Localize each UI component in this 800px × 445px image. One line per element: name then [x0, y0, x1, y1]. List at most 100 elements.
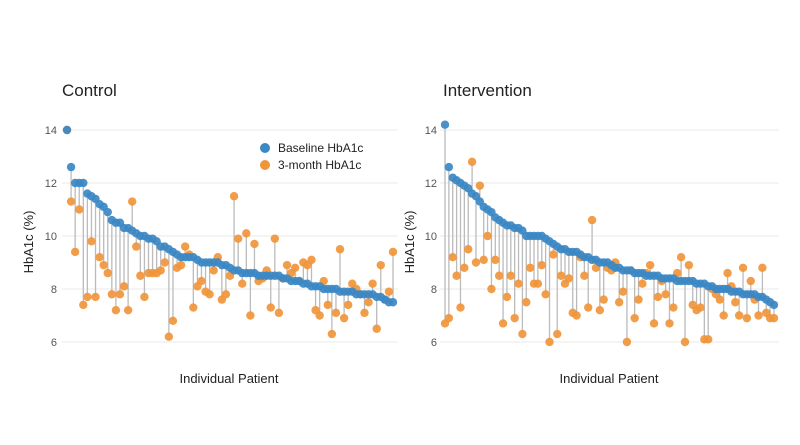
control-followup-point [140, 293, 148, 301]
intervention-followup-point [522, 298, 530, 306]
control-y-ticks: 6 8 10 12 14 [45, 125, 57, 349]
intervention-y-axis-label: HbA1c (%) [402, 211, 417, 274]
intervention-followup-point [507, 272, 515, 280]
intervention-followup-point [464, 245, 472, 253]
intervention-followup-point [681, 338, 689, 346]
control-y-tick-label: 6 [51, 337, 57, 349]
intervention-followup-point [677, 253, 685, 261]
control-followup-point [189, 303, 197, 311]
control-followup-point [344, 301, 352, 309]
intervention-followup-point [580, 272, 588, 280]
intervention-followup-point [510, 314, 518, 322]
control-followup-point [385, 287, 393, 295]
intervention-followup-point [476, 181, 484, 189]
intervention-followup-point [735, 311, 743, 319]
intervention-stems [445, 125, 774, 342]
intervention-baseline-point [441, 121, 449, 129]
intervention-followup-point [468, 158, 476, 166]
intervention-followup-point [770, 314, 778, 322]
control-followup-point [205, 290, 213, 298]
intervention-followup-point [588, 216, 596, 224]
legend-baseline-swatch [260, 143, 270, 153]
intervention-y-tick-label: 10 [425, 231, 437, 243]
intervention-followup-point [619, 287, 627, 295]
intervention-baseline-point [770, 301, 778, 309]
intervention-followup-point [650, 319, 658, 327]
intervention-panel-title: Intervention [443, 81, 532, 100]
intervention-followup-point [526, 264, 534, 272]
intervention-baseline-point [445, 163, 453, 171]
intervention-followup-point [661, 290, 669, 298]
control-baseline-point [79, 179, 87, 187]
intervention-followup-point [696, 303, 704, 311]
control-followup-point [368, 280, 376, 288]
control-y-tick-label: 12 [45, 178, 57, 190]
intervention-followup-point [758, 264, 766, 272]
intervention-followup-point [480, 256, 488, 264]
control-followup-point [67, 197, 75, 205]
intervention-followup-point [483, 232, 491, 240]
intervention-followup-point [472, 258, 480, 266]
intervention-y-tick-label: 8 [431, 284, 437, 296]
control-followup-point [71, 248, 79, 256]
intervention-followup-point [549, 250, 557, 258]
control-followup-point [315, 311, 323, 319]
control-followup-point [389, 248, 397, 256]
intervention-followup-point [541, 290, 549, 298]
legend-followup-swatch [260, 160, 270, 170]
control-followup-point [128, 197, 136, 205]
intervention-followup-point [630, 314, 638, 322]
control-followup-point [246, 311, 254, 319]
control-followup-point [197, 277, 205, 285]
intervention-followup-point [638, 280, 646, 288]
control-baseline-point [63, 126, 71, 134]
intervention-followup-point [503, 293, 511, 301]
intervention-followup-point [665, 319, 673, 327]
intervention-followup-point [487, 285, 495, 293]
control-baseline-point [104, 208, 112, 216]
control-followup-point [336, 245, 344, 253]
intervention-followup-point [623, 338, 631, 346]
control-followup-point [79, 301, 87, 309]
intervention-followup-point [534, 280, 542, 288]
control-followup-point [340, 314, 348, 322]
control-followup-point [116, 290, 124, 298]
control-followup-point [332, 309, 340, 317]
intervention-followup-point [491, 256, 499, 264]
intervention-followup-point [716, 295, 724, 303]
intervention-followup-point [557, 272, 565, 280]
intervention-y-tick-label: 6 [431, 337, 437, 349]
intervention-followup-point [731, 298, 739, 306]
control-followup-point [124, 306, 132, 314]
control-followup-point [234, 234, 242, 242]
control-baseline-point [389, 298, 397, 306]
intervention-x-axis-label: Individual Patient [559, 371, 658, 386]
intervention-panel: Intervention 6 8 10 12 14 HbA1c (%) Individu… [402, 81, 779, 386]
intervention-followup-point [518, 330, 526, 338]
intervention-followup-point [704, 335, 712, 343]
intervention-followup-point [685, 261, 693, 269]
intervention-y-tick-label: 14 [425, 125, 437, 137]
control-followup-point [83, 293, 91, 301]
intervention-y-tick-label: 12 [425, 178, 437, 190]
intervention-followup-point [538, 261, 546, 269]
control-followup-point [181, 242, 189, 250]
control-followup-point [267, 303, 275, 311]
control-followup-point [169, 317, 177, 325]
control-y-tick-label: 14 [45, 125, 57, 137]
legend-baseline-label: Baseline HbA1c [278, 141, 363, 155]
control-followup-point [87, 237, 95, 245]
control-followup-point [291, 264, 299, 272]
intervention-followup-point [553, 330, 561, 338]
control-followup-point [91, 293, 99, 301]
control-followup-point [307, 256, 315, 264]
intervention-followup-point [599, 295, 607, 303]
intervention-followup-point [514, 280, 522, 288]
control-followup-point [222, 290, 230, 298]
control-x-axis-label: Individual Patient [179, 371, 278, 386]
control-followup-point [250, 240, 258, 248]
intervention-followup-point [719, 311, 727, 319]
intervention-followup-point [584, 303, 592, 311]
control-followup-point [120, 282, 128, 290]
intervention-followup-point [615, 298, 623, 306]
